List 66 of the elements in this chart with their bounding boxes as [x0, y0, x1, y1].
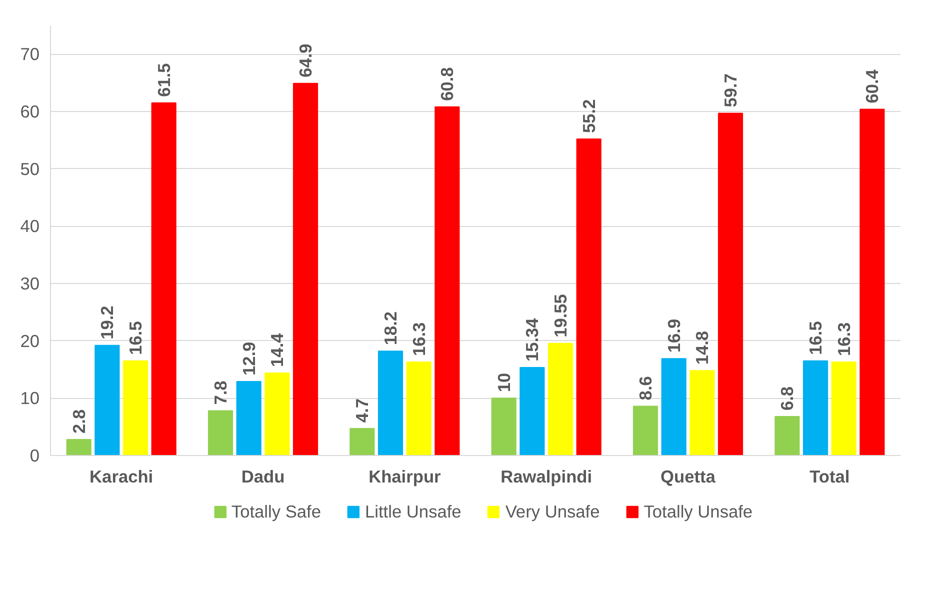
data-label: 19.55: [550, 294, 570, 338]
data-label: 16.5: [806, 320, 826, 355]
legend-label: Very Unsafe: [505, 501, 600, 522]
x-tick-label: Dadu: [241, 466, 285, 486]
x-tick-label: Quetta: [660, 466, 716, 486]
bar: [491, 398, 516, 456]
bar: [661, 358, 686, 456]
bar: [378, 350, 404, 456]
y-tick-label: 0: [30, 446, 40, 466]
y-tick-label: 40: [20, 216, 40, 236]
data-label: 60.4: [862, 69, 882, 104]
y-tick-label: 70: [20, 44, 40, 64]
data-label: 10: [494, 372, 514, 392]
data-label: 19.2: [97, 306, 118, 340]
y-tick-label: 30: [20, 274, 40, 294]
bar: [292, 82, 318, 456]
bar: [94, 344, 120, 456]
bar: [548, 342, 574, 456]
bar: [66, 438, 92, 456]
bar: [860, 108, 885, 456]
y-tick-label: 50: [20, 158, 40, 179]
legend-label: Little Unsafe: [365, 501, 462, 522]
data-label: 60.8: [437, 66, 458, 101]
data-label: 55.2: [578, 99, 599, 134]
bar: [632, 406, 658, 456]
data-label: 16.3: [408, 322, 429, 356]
data-label: 4.7: [352, 398, 372, 423]
data-label: 16.9: [664, 318, 684, 353]
legend-label: Totally Safe: [231, 501, 321, 522]
data-label: 6.8: [777, 386, 798, 411]
bar: [802, 360, 828, 456]
data-label: 2.8: [68, 408, 89, 434]
bar: [208, 410, 234, 456]
data-label: 64.9: [296, 44, 316, 78]
bar: [774, 416, 800, 456]
bar: [520, 367, 545, 456]
y-tick-label: 20: [20, 330, 40, 351]
x-tick-label: Karachi: [90, 466, 154, 486]
bar: [264, 372, 290, 456]
data-label: 18.2: [380, 311, 400, 346]
data-label: 8.6: [636, 376, 656, 400]
bar: [406, 362, 432, 456]
data-label: 16.3: [834, 322, 854, 356]
data-label: 14.4: [267, 332, 288, 367]
x-tick-label: Khairpur: [368, 466, 442, 486]
y-tick-label: 60: [20, 102, 40, 122]
bar: [690, 370, 715, 456]
data-label: 15.34: [522, 318, 542, 362]
y-tick-label: 10: [20, 388, 40, 408]
x-tick-label: Rawalpindi: [500, 466, 592, 486]
bar: [576, 138, 602, 456]
bar: [151, 102, 176, 456]
bar: [350, 428, 375, 456]
data-label: 59.7: [720, 73, 740, 108]
data-label: 12.9: [238, 342, 259, 376]
data-label: 16.5: [126, 320, 146, 355]
data-label: 61.5: [154, 62, 174, 97]
bar: [236, 381, 262, 456]
data-label: 14.8: [692, 330, 712, 365]
bar: [434, 106, 460, 456]
data-label: 7.8: [210, 380, 230, 405]
bar: [831, 362, 856, 456]
bar: [122, 360, 148, 456]
x-tick-label: Total: [810, 466, 850, 486]
bar: [718, 112, 744, 456]
legend-label: Totally Unsafe: [644, 501, 753, 522]
